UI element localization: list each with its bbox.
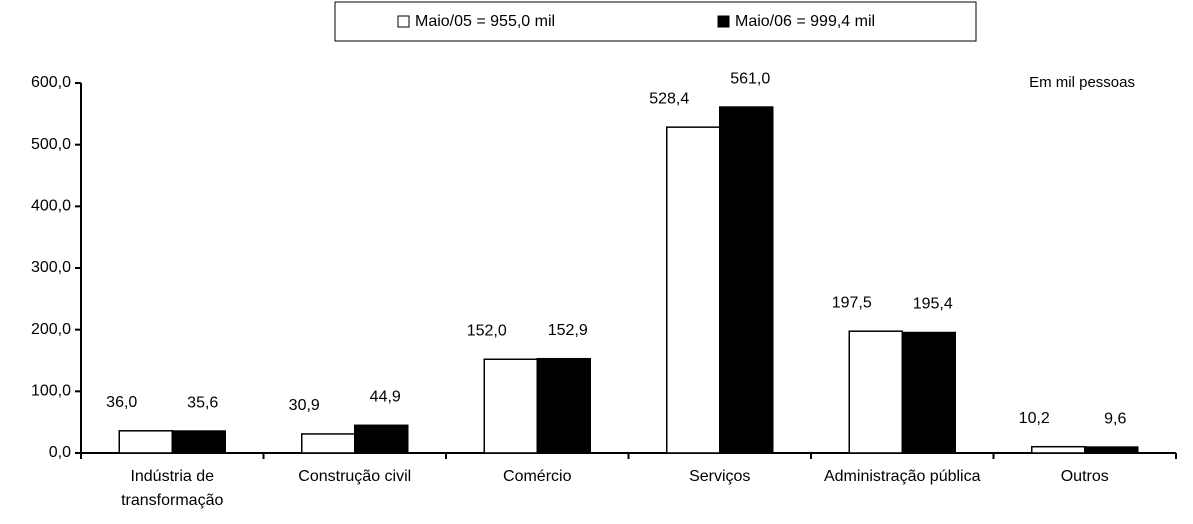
value-label: 152,9: [548, 322, 588, 339]
y-tick-label: 600,0: [31, 74, 71, 91]
legend-box: [334, 1, 977, 42]
bar: [171, 430, 226, 454]
value-label: 195,4: [913, 296, 953, 313]
bar: [848, 330, 903, 454]
bar: [301, 433, 356, 454]
value-label: 30,9: [289, 397, 320, 414]
value-label: 197,5: [832, 294, 872, 311]
bar: [719, 106, 774, 454]
bar: [354, 424, 409, 454]
x-tick-label: Construção civil: [298, 468, 412, 485]
x-tick-label: Administração pública: [823, 468, 981, 485]
x-tick-label: Indústria de transformação: [121, 468, 224, 509]
x-tick-label: Outros: [1060, 468, 1109, 485]
bar: [118, 430, 173, 454]
value-label: 9,6: [1104, 410, 1126, 427]
value-label: 10,2: [1019, 410, 1050, 427]
bar: [1031, 445, 1086, 454]
value-label: 152,0: [467, 322, 507, 339]
legend-swatch: [397, 15, 410, 28]
value-label: 528,4: [649, 90, 689, 107]
y-tick-label: 400,0: [31, 198, 71, 215]
x-tick-label: Comércio: [503, 468, 572, 485]
legend-label: Maio/05 = 955,0 mil: [415, 13, 555, 30]
y-tick-label: 0,0: [49, 444, 71, 461]
value-label: 561,0: [730, 70, 770, 87]
y-tick-label: 100,0: [31, 383, 71, 400]
annotation: Em mil pessoas: [1029, 74, 1135, 91]
y-tick-label: 500,0: [31, 136, 71, 153]
bar: [901, 331, 956, 454]
value-label: 36,0: [106, 394, 137, 411]
legend-label: Maio/06 = 999,4 mil: [735, 13, 875, 30]
bar: [536, 357, 591, 454]
bar: [666, 126, 721, 454]
x-tick-label: Serviços: [689, 468, 751, 485]
value-label: 35,6: [187, 394, 218, 411]
legend-swatch: [717, 15, 730, 28]
bar: [1084, 446, 1139, 454]
y-tick-label: 300,0: [31, 259, 71, 276]
bar: [483, 358, 538, 454]
y-tick-label: 200,0: [31, 321, 71, 338]
value-label: 44,9: [370, 389, 401, 406]
